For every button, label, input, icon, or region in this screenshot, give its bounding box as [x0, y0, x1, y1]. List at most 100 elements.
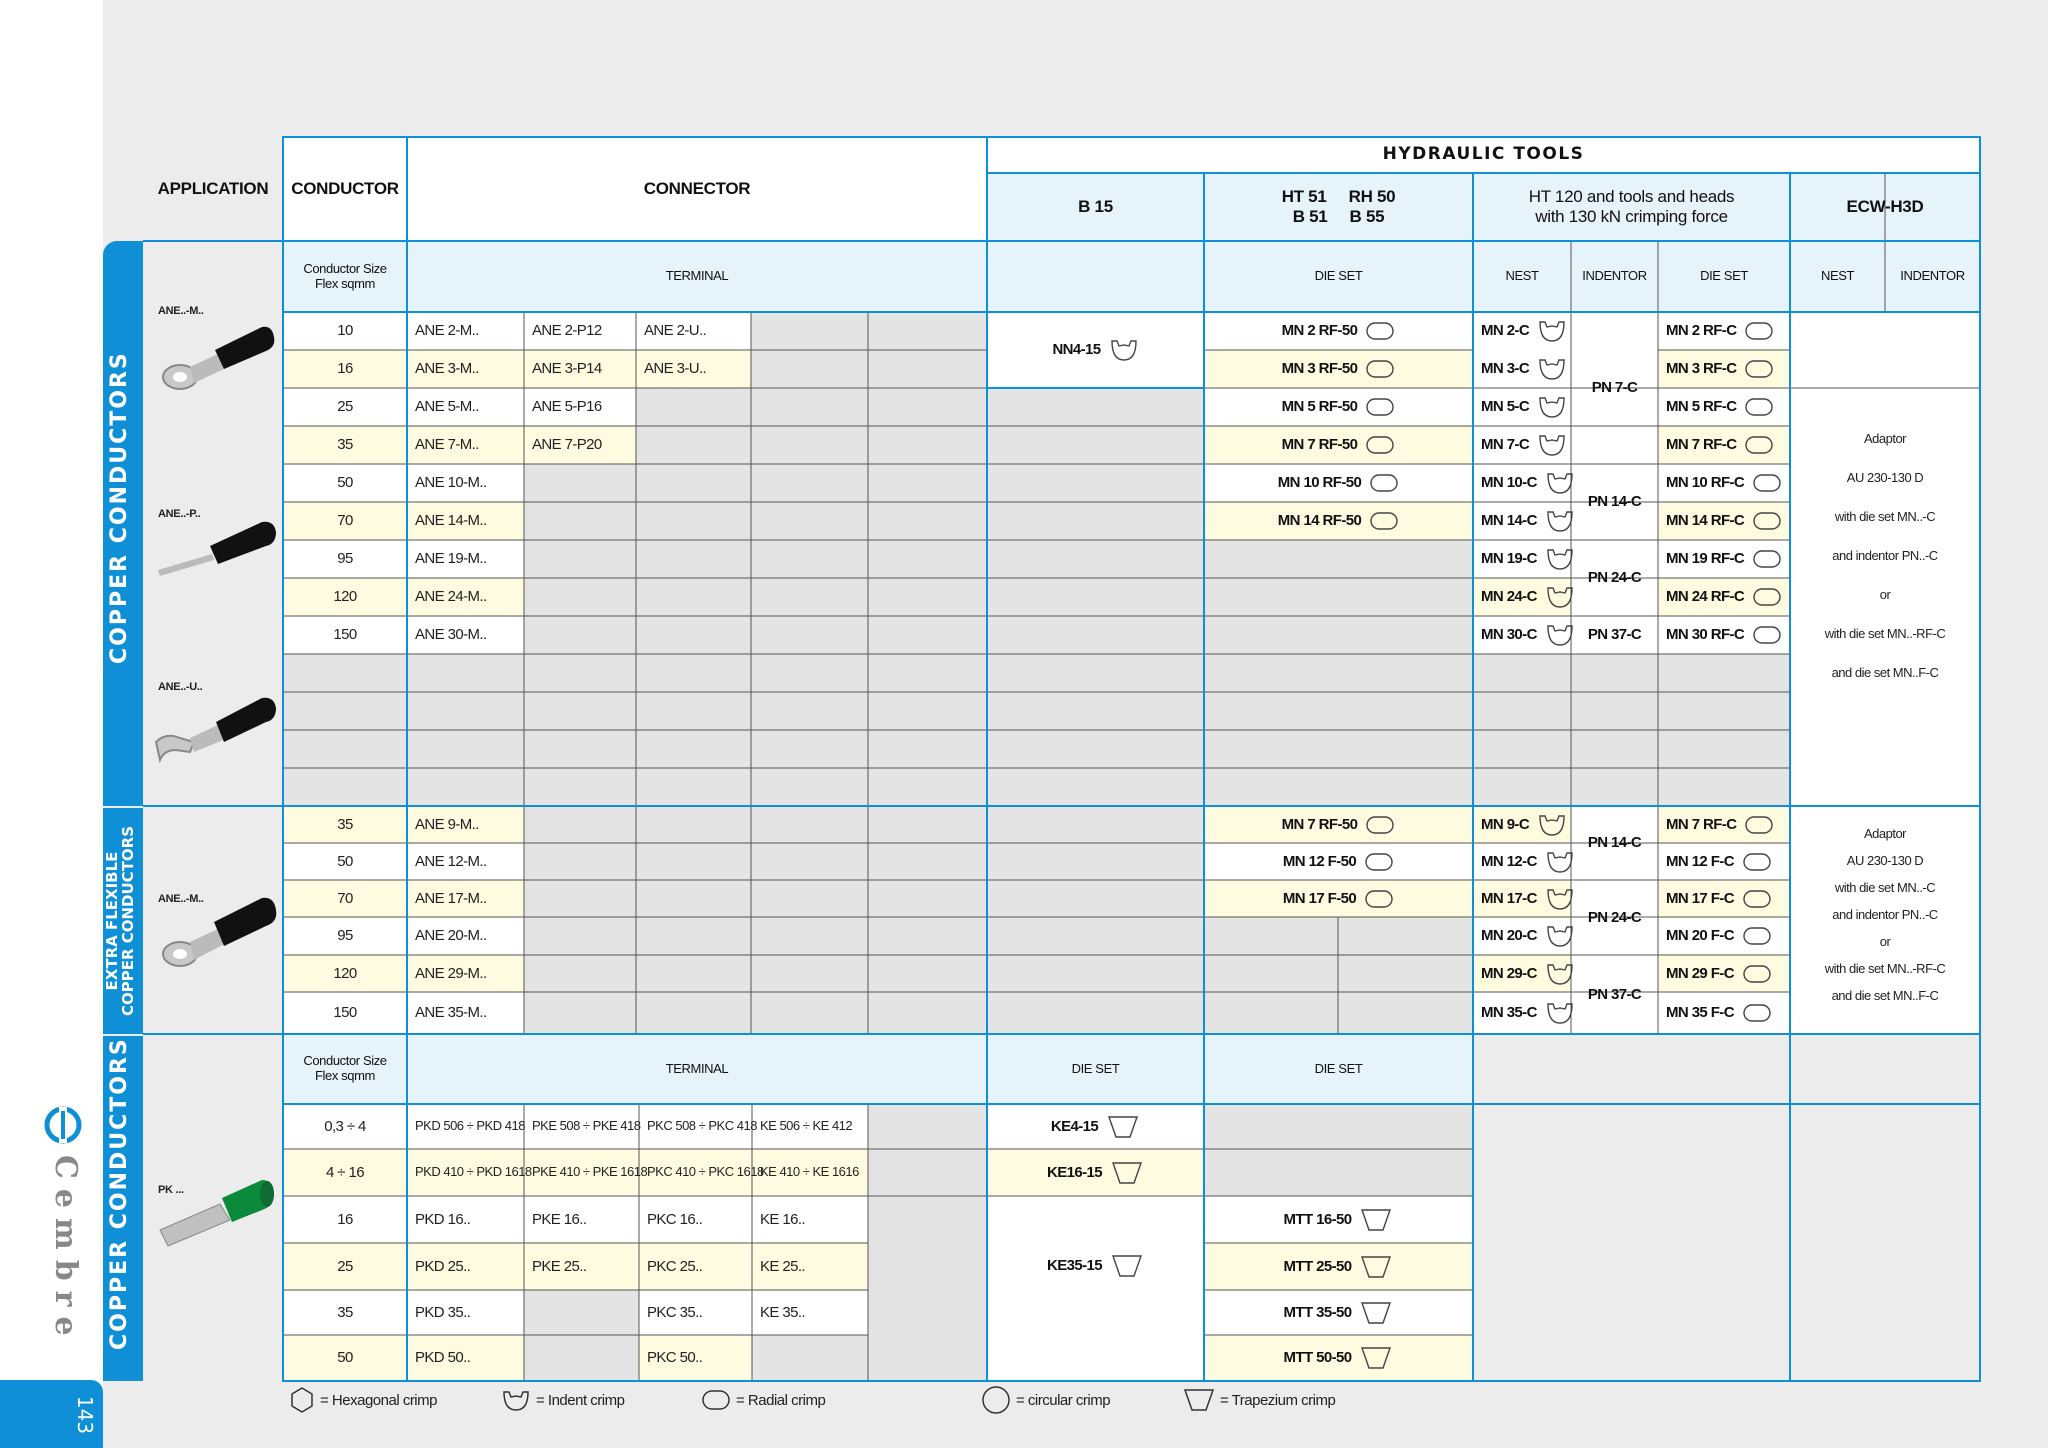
s1-htdie-5: MN 14 RF-C [1658, 502, 1790, 540]
s1-nest-7-text: MN 24-C [1481, 588, 1537, 606]
s1-c1-7: ANE 24-M.. [407, 578, 524, 616]
s3-c2-3: PKE 25.. [524, 1243, 639, 1290]
s1-ecw-note-0-text: Adaptor [1863, 430, 1907, 446]
section-bar-copper-2 [103, 1036, 143, 1381]
ht120-line1: HT 120 and tools and heads [1528, 187, 1735, 207]
section-title-copper-2: COPPER CONDUCTORS [107, 1037, 132, 1350]
s1-nest-4: MN 10-C [1473, 464, 1573, 502]
s3-size-4: 35 [283, 1290, 407, 1335]
s2-die-0-icon [1365, 814, 1395, 836]
s1-size-5: 70 [283, 502, 407, 540]
s1-c1-7-text: ANE 24-M.. [415, 588, 487, 606]
s2-nest-3-text: MN 20-C [1481, 927, 1537, 945]
s2-size-1: 50 [283, 843, 407, 880]
s2-htdie-5: MN 35 F-C [1658, 992, 1790, 1034]
s2-c1-4-text: ANE 29-M.. [415, 964, 487, 982]
s2-ecw-note-4-text: or [1879, 933, 1891, 949]
s3-c2-0-text: PKE 508 ÷ PKE 418 [532, 1118, 641, 1134]
s1-size-0: 10 [283, 312, 407, 350]
s2-ecw-note-5-text: with die set MN..-RF-C [1824, 960, 1946, 976]
s1-die-5: MN 14 RF-50 [1204, 502, 1473, 540]
subheader-die-set-b15-3: DIE SET [1071, 1060, 1120, 1076]
s1-c1-1-text: ANE 3-M.. [415, 360, 479, 378]
conductor-size3-line1: Conductor Size [303, 1053, 387, 1069]
s1-nest-6-icon [1545, 546, 1575, 572]
s1-htdie-0-text: MN 2 RF-C [1666, 322, 1737, 340]
s2-htdie-1: MN 12 F-C [1658, 843, 1790, 880]
s1-nest-3-icon [1537, 432, 1567, 458]
s3-c3-1: PKC 410 ÷ PKC 1618 [639, 1149, 764, 1196]
cembre-wordmark: Cembre [48, 1155, 83, 1346]
s3-b15-0-text: KE4-15 [1050, 1117, 1099, 1135]
s1-size-1: 16 [283, 350, 407, 388]
s1-c3-1: ANE 3-U.. [636, 350, 751, 388]
radial-crimp-icon [1753, 550, 1781, 568]
s1-c1-4-text: ANE 10-M.. [415, 474, 487, 492]
s3-c2-1-text: PKE 410 ÷ PKE 1618 [532, 1164, 648, 1180]
s2-htdie-5-text: MN 35 F-C [1666, 1004, 1735, 1022]
section-title-extra-flexible: EXTRA FLEXIBLE COPPER CONDUCTORS [103, 821, 141, 1021]
s3-c3-2-text: PKC 16.. [647, 1210, 703, 1228]
s1-ecw-note-4: or [1790, 580, 1980, 610]
s1-ecw-note-6-text: and die set MN..F-C [1831, 664, 1939, 680]
s2-htdie-0-text: MN 7 RF-C [1666, 815, 1737, 833]
s1-die-1: MN 3 RF-50 [1204, 350, 1473, 388]
s3-c4-4: KE 35.. [752, 1290, 868, 1335]
indent-crimp-icon [1539, 397, 1565, 418]
s1-htdie-1-icon [1744, 358, 1774, 380]
s1-htdie-8: MN 30 RF-C [1658, 616, 1790, 654]
s2-ecw-note-0-text: Adaptor [1863, 825, 1907, 841]
radial-crimp-icon [1745, 815, 1774, 834]
s3-c2-2-text: PKE 16.. [532, 1210, 587, 1228]
s1-die-4: MN 10 RF-50 [1204, 464, 1473, 502]
radial-crimp-icon [1366, 360, 1395, 378]
s1-die-2-icon [1365, 396, 1395, 418]
s2-size-2: 70 [283, 880, 407, 917]
ring-terminal-image [162, 326, 275, 390]
header-conductor: CONDUCTOR [291, 179, 399, 199]
s1-ecw-note-5: with die set MN..-RF-C [1790, 619, 1980, 649]
s2-indentor-2: PN 37-C [1571, 955, 1658, 1034]
s3-c2-1: PKE 410 ÷ PKE 1618 [524, 1149, 648, 1196]
subheader-indentor: INDENTOR [1582, 268, 1647, 284]
s3-c3-0-text: PKC 508 ÷ PKC 418 [647, 1118, 757, 1134]
s1-c1-6: ANE 19-M.. [407, 540, 524, 578]
header-ht51: HT 51 RH 50 B 51 B 55 [1204, 173, 1473, 241]
s1-size-8: 150 [283, 616, 407, 654]
subheader-die-set-ht51-3: DIE SET [1314, 1060, 1363, 1076]
s2-ecw-note-3: and indentor PN..-C [1790, 903, 1980, 927]
s1-c1-8: ANE 30-M.. [407, 616, 524, 654]
s2-htdie-3: MN 20 F-C [1658, 917, 1790, 955]
s1-c2-2-text: ANE 5-P16 [532, 398, 602, 416]
s2-ecw-note-2-text: with die set MN..-C [1834, 879, 1936, 895]
s1-c1-5-text: ANE 14-M.. [415, 512, 487, 530]
s3-c1-1: PKD 410 ÷ PKD 1618 [407, 1149, 532, 1196]
s1-nest-0-text: MN 2-C [1481, 322, 1530, 340]
s1-ecw-note-4-text: or [1879, 586, 1891, 602]
radial-crimp-icon [1743, 852, 1771, 871]
s2-die-1: MN 12 F-50 [1204, 843, 1473, 880]
s1-nest-7-icon [1545, 584, 1575, 610]
radial-crimp-icon [1370, 512, 1398, 530]
s3-die-4-icon [1359, 1300, 1393, 1326]
s2-htdie-5-icon [1742, 1002, 1772, 1024]
s2-nest-4: MN 29-C [1473, 955, 1573, 992]
s2-indentor-0-text: PN 14-C [1587, 834, 1642, 852]
s2-nest-2: MN 17-C [1473, 880, 1573, 917]
indent-crimp-icon [1547, 888, 1573, 910]
ht51-line1: HT 51 RH 50 [1281, 187, 1396, 207]
indent-crimp-icon [503, 1391, 529, 1411]
indent-crimp-icon [1547, 473, 1573, 494]
s3-c3-4: PKC 35.. [639, 1290, 752, 1335]
product-label-ane-u: ANE..-U.. [158, 681, 203, 693]
s2-die-1-icon [1364, 851, 1394, 873]
s3-c4-0: KE 506 ÷ KE 412 [752, 1104, 868, 1149]
s2-die-2-text: MN 17 F-50 [1282, 889, 1357, 907]
extra-flexible-line2: COPPER CONDUCTORS [118, 825, 137, 1017]
s1-htdie-3: MN 7 RF-C [1658, 426, 1790, 464]
s1-nest-2-icon [1537, 394, 1567, 420]
s3-c1-5-text: PKD 50.. [415, 1349, 471, 1367]
product-label-ane-p: ANE..-P.. [158, 508, 201, 520]
trapezium-crimp-icon [1361, 1301, 1392, 1324]
s1-c1-3-text: ANE 7-M.. [415, 436, 479, 454]
